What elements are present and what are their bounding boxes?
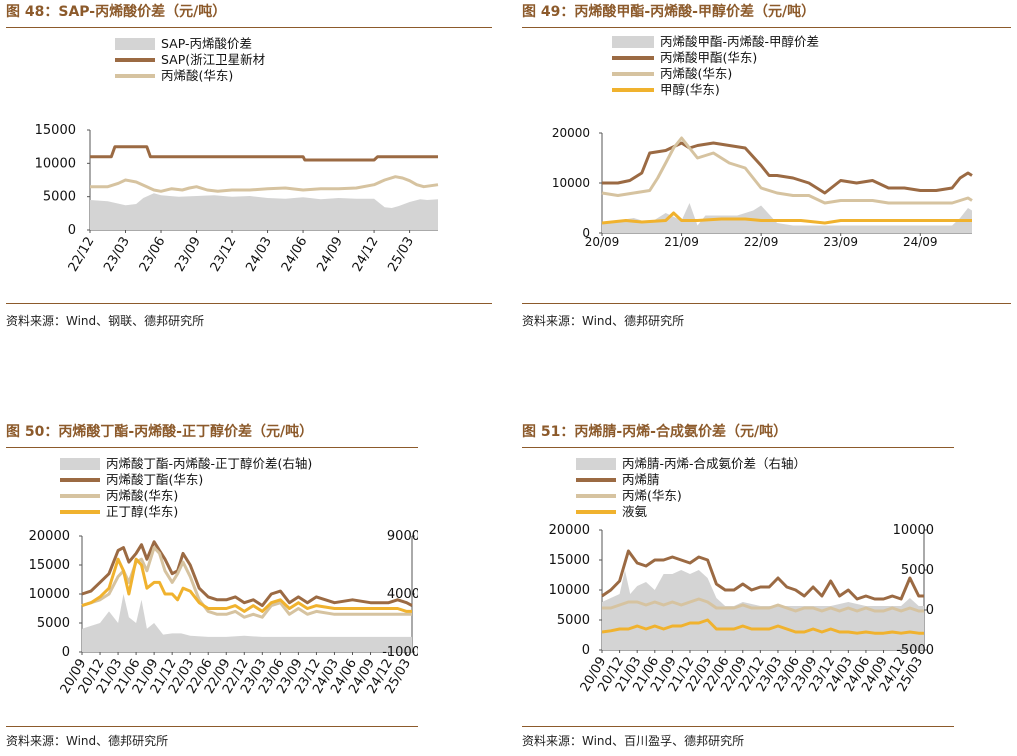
y-tick-label: 10000 [552, 176, 590, 190]
y2-tick-label: 9000 [387, 529, 418, 544]
x-tick-label: 21/09 [664, 235, 699, 249]
legend-label: 液氨 [622, 504, 648, 519]
series-line-2 [81, 546, 412, 619]
title-divider [522, 27, 1011, 28]
series-area-0 [602, 203, 972, 233]
x-tick-label: 25/03 [385, 235, 417, 275]
series-line-3 [601, 618, 924, 635]
chart-panel-50: 图 50：丙烯酸丁酯-丙烯酸-正丁醇价差（元/吨） 20000 15000 1000… [6, 420, 418, 756]
y-tick-label: 20000 [552, 126, 590, 140]
source-divider [6, 303, 492, 304]
chart-title: 图 48：SAP-丙烯酸价差（元/吨） [6, 4, 227, 20]
y-tick-label: 15000 [35, 123, 76, 138]
legend-swatch [115, 38, 155, 50]
y2-tick-label: 0 [926, 603, 934, 618]
y-tick-label: 5000 [557, 613, 590, 628]
y-tick-label: 15000 [549, 553, 590, 568]
legend-label: 丙烯酸甲酯(华东) [660, 50, 757, 65]
chart-50-svg: 2000015000100005000090004000-100020/0920… [29, 456, 418, 696]
y-tick-label: 10000 [35, 156, 76, 171]
x-tick-label: 24/09 [314, 235, 346, 275]
x-tick-label: 20/09 [585, 235, 620, 249]
legend-label: 丙烯腈 [622, 472, 660, 487]
x-tick-label: 23/12 [208, 235, 240, 275]
x-tick-label: 24/09 [903, 235, 938, 249]
y-tick-label: 0 [582, 643, 590, 658]
legend-label: 甲醇(华东) [660, 82, 720, 97]
x-tick-label: 22/09 [744, 235, 779, 249]
y2-tick-label: -1000 [382, 645, 418, 660]
legend-swatch [60, 458, 100, 470]
x-tick-label: 23/06 [137, 235, 169, 275]
series-line-1 [602, 141, 973, 195]
legend-swatch [576, 458, 616, 470]
source-note: 资料来源：Wind、德邦研究所 [6, 734, 169, 748]
legend-label: 丙烯酸甲酯-丙烯酸-甲醇价差 [660, 34, 819, 49]
x-tick-label: 23/09 [823, 235, 858, 249]
x-tick-label: 23/03 [101, 235, 133, 275]
legend-label: SAP-丙烯酸价差 [161, 36, 252, 51]
y-tick-label: 10000 [549, 583, 590, 598]
legend-label: 丙烯腈-丙烯-合成氨价差（右轴） [622, 456, 806, 471]
series-area-0 [90, 193, 438, 230]
x-tick-label: 24/06 [279, 235, 311, 275]
chart-49-svg: 20000 10000 020/09 21/09 22/09 23/09 24/09 丙烯酸甲… [552, 34, 973, 249]
title-divider [6, 447, 418, 448]
source-note: 资料来源：Wind、钢联、德邦研究所 [6, 314, 205, 328]
y-tick-label: 5000 [43, 190, 76, 205]
chart-48-svg: 15000 10000 5000 022/12 23/03 23/06 23/09 23/12… [35, 36, 439, 275]
legend-label: 丙烯(华东) [622, 488, 682, 503]
y-tick-label: 10000 [29, 587, 70, 602]
x-tick-label: 23/09 [172, 235, 204, 275]
y2-tick-label: 10000 [893, 523, 934, 538]
chart-panel-49: 图 49：丙烯酸甲酯-丙烯酸-甲醇价差（元/吨） 20000 10000 0 20/0… [522, 0, 1011, 340]
y-tick-label: 0 [582, 226, 590, 240]
y-tick-label: 0 [62, 645, 70, 660]
series-line-2 [602, 597, 924, 613]
chart-panel-51: 图 51：丙烯腈-丙烯-合成氨价差（元/吨） 20000 15000 10000 50… [522, 420, 954, 756]
series-line-2 [90, 175, 439, 193]
legend-label: 正丁醇(华东) [106, 504, 178, 519]
y-tick-label: 0 [68, 223, 76, 238]
legend-label: 丙烯酸丁酯-丙烯酸-正丁醇价差(右轴) [106, 456, 312, 471]
y-tick-label: 20000 [29, 529, 70, 544]
series-line-3 [601, 211, 972, 225]
chart-title: 图 49：丙烯酸甲酯-丙烯酸-甲醇价差（元/吨） [522, 4, 816, 20]
legend-label: 丙烯酸(华东) [660, 66, 732, 81]
series-line-1 [81, 540, 413, 608]
legend-label: 丙烯酸丁酯(华东) [106, 472, 203, 487]
series-area-0 [602, 570, 924, 650]
source-divider [6, 726, 418, 727]
x-tick-label: 24/12 [350, 235, 382, 275]
series-area-0 [82, 594, 412, 652]
legend-label: 丙烯酸(华东) [161, 68, 233, 83]
series-line-1 [601, 549, 924, 601]
x-tick-label: 22/12 [66, 235, 98, 275]
series-line-3 [81, 557, 412, 613]
x-tick-label: 24/03 [243, 235, 275, 275]
chart-panel-48: 图 48：SAP-丙烯酸价差（元/吨） 15000 10000 5000 0 22/12… [6, 0, 492, 340]
y2-tick-label: 4000 [387, 587, 418, 602]
y-tick-label: 15000 [29, 558, 70, 573]
y2-tick-label: 5000 [901, 563, 934, 578]
legend-swatch [612, 36, 654, 48]
source-divider [522, 726, 954, 727]
legend-label: SAP(浙江卫星新材 [161, 52, 265, 67]
chart-title: 图 51：丙烯腈-丙烯-合成氨价差（元/吨） [522, 424, 788, 440]
chart-51-svg: 200001500010000500001000050000-500020/09… [549, 456, 934, 694]
title-divider [522, 447, 954, 448]
source-note: 资料来源：Wind、百川盈孚、德邦研究所 [522, 734, 745, 748]
y-tick-label: 5000 [37, 616, 70, 631]
y-tick-label: 20000 [549, 523, 590, 538]
title-divider [6, 27, 492, 28]
series-line-2 [601, 136, 973, 205]
source-note: 资料来源：Wind、德邦研究所 [522, 314, 685, 328]
chart-title: 图 50：丙烯酸丁酯-丙烯酸-正丁醇价差（元/吨） [6, 424, 314, 440]
legend-label: 丙烯酸(华东) [106, 488, 178, 503]
source-divider [522, 303, 1011, 304]
series-line-1 [90, 145, 438, 162]
y2-tick-label: -5000 [896, 643, 934, 658]
